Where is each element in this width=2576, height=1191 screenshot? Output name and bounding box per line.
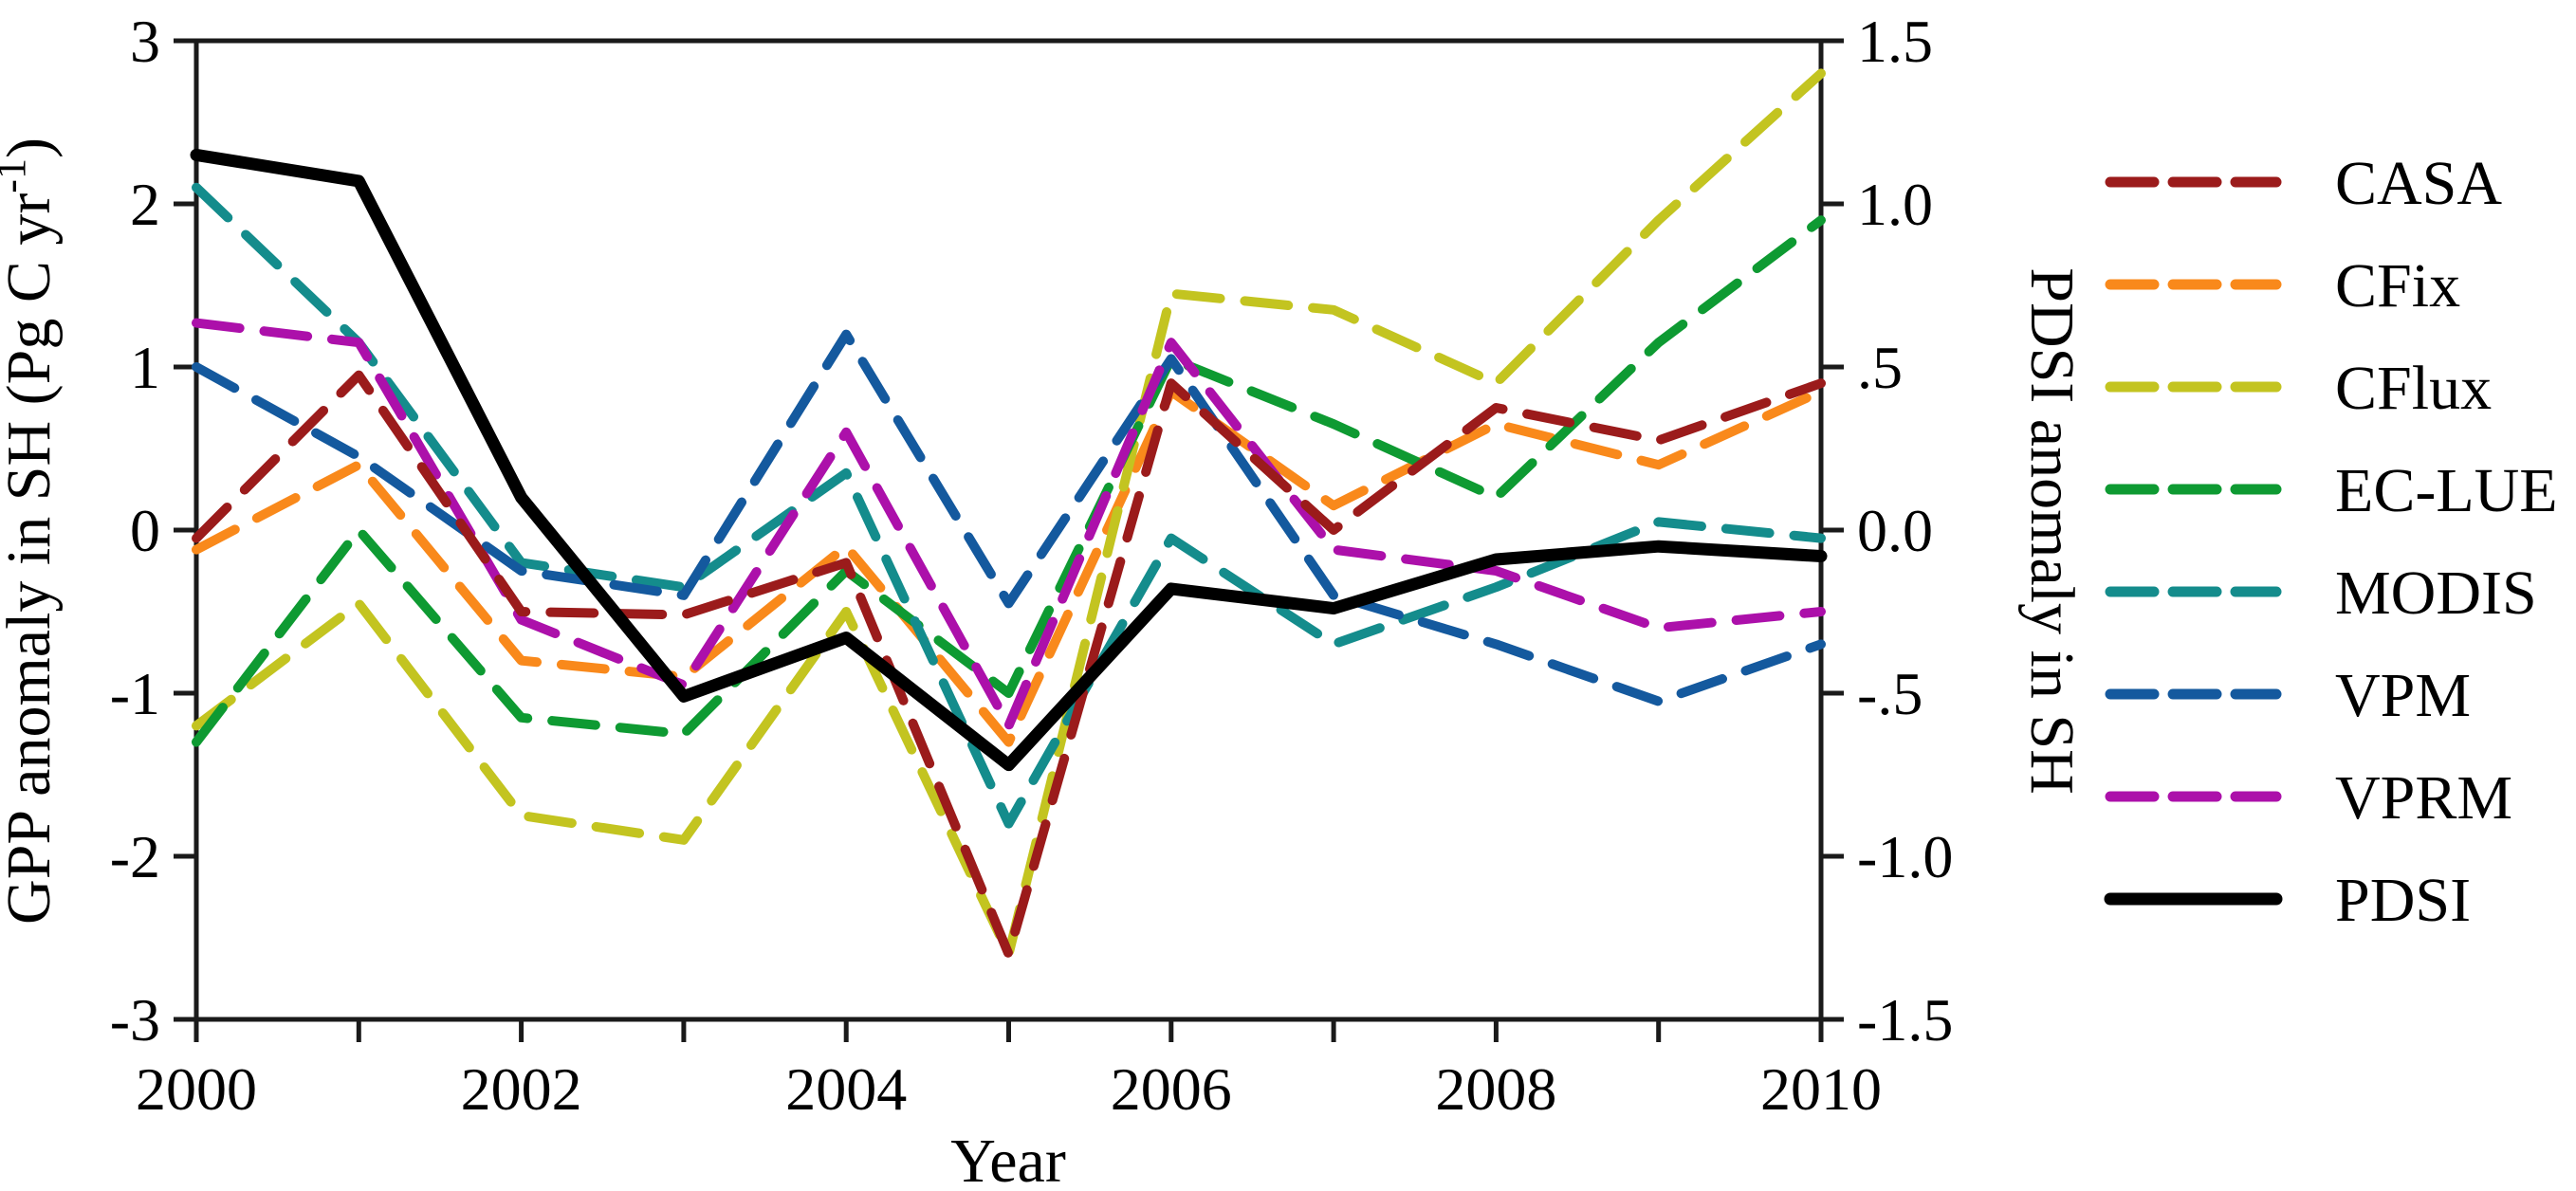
left-axis-tick-label: 2 — [130, 171, 160, 238]
legend-item-PDSI: PDSI — [2104, 866, 2471, 935]
titles-layer: GPP anomaly in SH (Pg C yr-1) PDSI anoma… — [0, 137, 2087, 1191]
left-axis-tick-label: 3 — [130, 8, 160, 75]
series-line-CASA — [192, 370, 1826, 960]
x-axis-tick-label: 2008 — [1435, 1055, 1556, 1123]
legend-item-MODIS: MODIS — [2105, 559, 2537, 628]
axes-layer: 3 2 1 0 -1 -2 -3 1.5 1.0 .5 0.0 -.5 -1.0 -1.5 2000 2002… — [110, 8, 1954, 1123]
series-line-PDSI — [190, 148, 1828, 772]
legend-label-CFix: CFix — [2335, 251, 2460, 321]
x-axis-tick-label: 2000 — [136, 1055, 257, 1123]
right-axis-tick-label: 1.0 — [1857, 171, 1933, 238]
left-axis-tick-label: -2 — [110, 823, 160, 890]
legend-item-CASA: CASA — [2105, 149, 2502, 218]
series-line-MODIS — [192, 182, 1826, 829]
x-axis-title: Year — [950, 1127, 1066, 1191]
right-y-axis-title: PDSI anomaly in SH — [2017, 267, 2087, 795]
legend-label-VPM: VPM — [2335, 661, 2471, 730]
right-axis-tick-label: -.5 — [1857, 660, 1923, 727]
legend-label-PDSI: PDSI — [2335, 866, 2471, 935]
right-axis-tick-label: 0.0 — [1857, 497, 1933, 564]
legend-label-CASA: CASA — [2335, 149, 2502, 218]
x-axis-tick-label: 2006 — [1111, 1055, 1232, 1123]
series-line-EC-LUE — [192, 215, 1826, 747]
right-axis-tick-label: -1.5 — [1857, 986, 1953, 1054]
series-line-VPRM — [192, 318, 1826, 731]
series-line-VPM — [192, 329, 1826, 706]
legend-item-EC-LUE: EC-LUE — [2105, 456, 2558, 525]
left-y-axis-title: GPP anomaly in SH (Pg C yr-1) — [0, 137, 64, 925]
left-axis-tick-label: 0 — [130, 497, 160, 564]
legend-label-MODIS: MODIS — [2335, 559, 2537, 628]
plot-box — [193, 38, 1824, 1022]
right-axis-tick-label: 1.5 — [1857, 8, 1933, 75]
legend-item-VPM: VPM — [2105, 661, 2471, 730]
left-axis-tick-label: -3 — [110, 986, 160, 1054]
series-line-CFix — [192, 386, 1826, 747]
right-axis-tick-label: -1.0 — [1857, 823, 1953, 890]
right-axis-tick-label: .5 — [1857, 334, 1903, 401]
legend-item-CFlux: CFlux — [2105, 354, 2492, 423]
legend: CASA CFix CFlux EC-LUE MODIS VPM VPRM PDSI — [2104, 149, 2558, 935]
x-axis-tick-label: 2004 — [785, 1055, 907, 1123]
legend-item-CFix: CFix — [2105, 251, 2460, 321]
legend-label-VPRM: VPRM — [2335, 763, 2512, 833]
legend-item-VPRM: VPRM — [2105, 763, 2512, 833]
legend-label-CFlux: CFlux — [2335, 354, 2492, 423]
x-axis-tick-label: 2002 — [461, 1055, 582, 1123]
left-axis-tick-label: 1 — [130, 334, 160, 401]
x-axis-tick-label: 2010 — [1760, 1055, 1882, 1123]
legend-label-EC-LUE: EC-LUE — [2335, 456, 2558, 525]
left-axis-tick-label: -1 — [110, 660, 160, 727]
series-layer — [190, 68, 1828, 960]
